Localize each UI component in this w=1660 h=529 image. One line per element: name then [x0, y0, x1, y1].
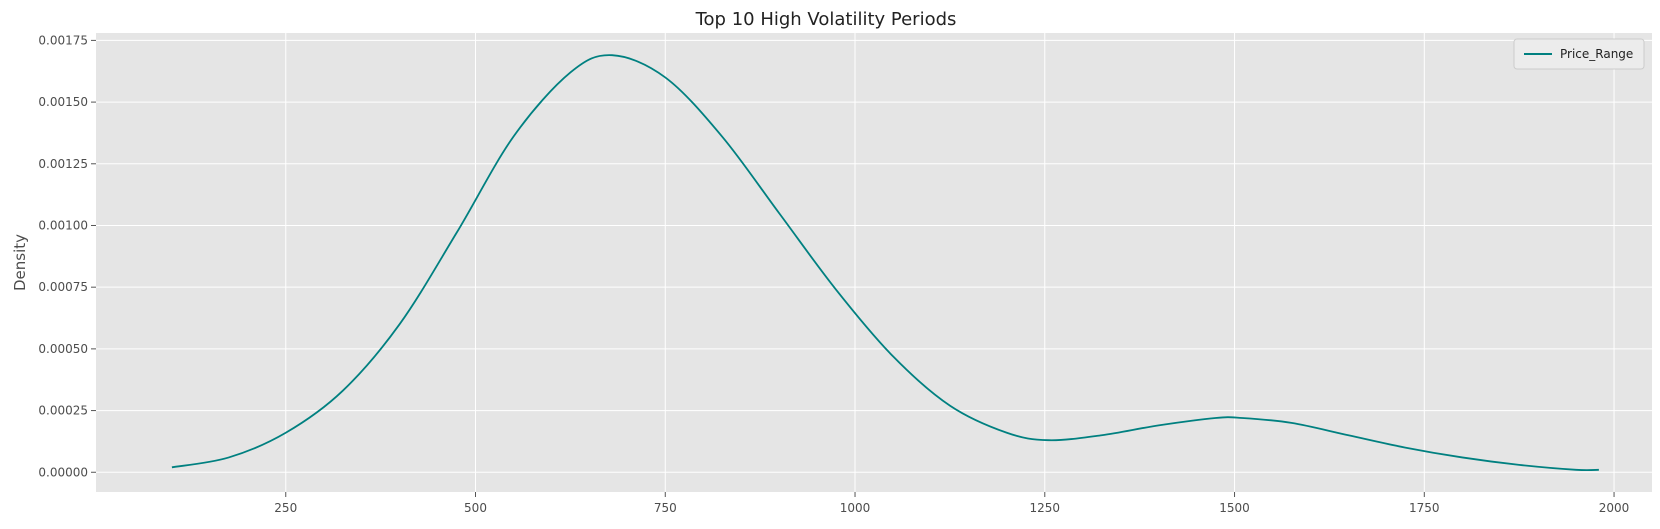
- legend-box: [1513, 38, 1645, 70]
- y-tick-label: 0.00125: [38, 157, 88, 171]
- y-tick-label: 0.00025: [38, 404, 88, 418]
- legend: Price_Range: [1513, 38, 1645, 70]
- x-tick-label: 250: [274, 501, 297, 515]
- x-tick-label: 2000: [1599, 501, 1630, 515]
- y-tick-label: 0.00075: [38, 280, 88, 294]
- x-tick-label: 500: [464, 501, 487, 515]
- x-tick-label: 1750: [1409, 501, 1440, 515]
- y-tick-label: 0.00000: [38, 465, 88, 479]
- series-line-price-range: [171, 54, 1599, 472]
- x-tick-label: 1000: [840, 501, 871, 515]
- y-tick-label: 0.00100: [38, 218, 88, 232]
- y-tick-label: 0.00150: [38, 95, 88, 109]
- chart-title: Top 10 High Volatility Periods: [695, 9, 957, 30]
- grid-lines: [96, 33, 1652, 492]
- plot-area: [96, 33, 1652, 492]
- x-tick-label: 1500: [1219, 501, 1250, 515]
- y-tick-label: 0.00175: [38, 33, 88, 47]
- y-axis-label: Density: [11, 234, 29, 291]
- y-tick-label: 0.00050: [38, 342, 88, 356]
- legend-label-price-range: Price_Range: [1560, 47, 1633, 61]
- series-group: [171, 54, 1599, 472]
- x-tick-label: 1250: [1030, 501, 1061, 515]
- y-axis: 0.00000 0.00025 0.00050 0.00075 0.00100 0.001…: [38, 33, 96, 479]
- x-tick-label: 750: [654, 501, 677, 515]
- x-axis: 250 500 750 1000 1250 1500 1750 2000: [274, 492, 1629, 515]
